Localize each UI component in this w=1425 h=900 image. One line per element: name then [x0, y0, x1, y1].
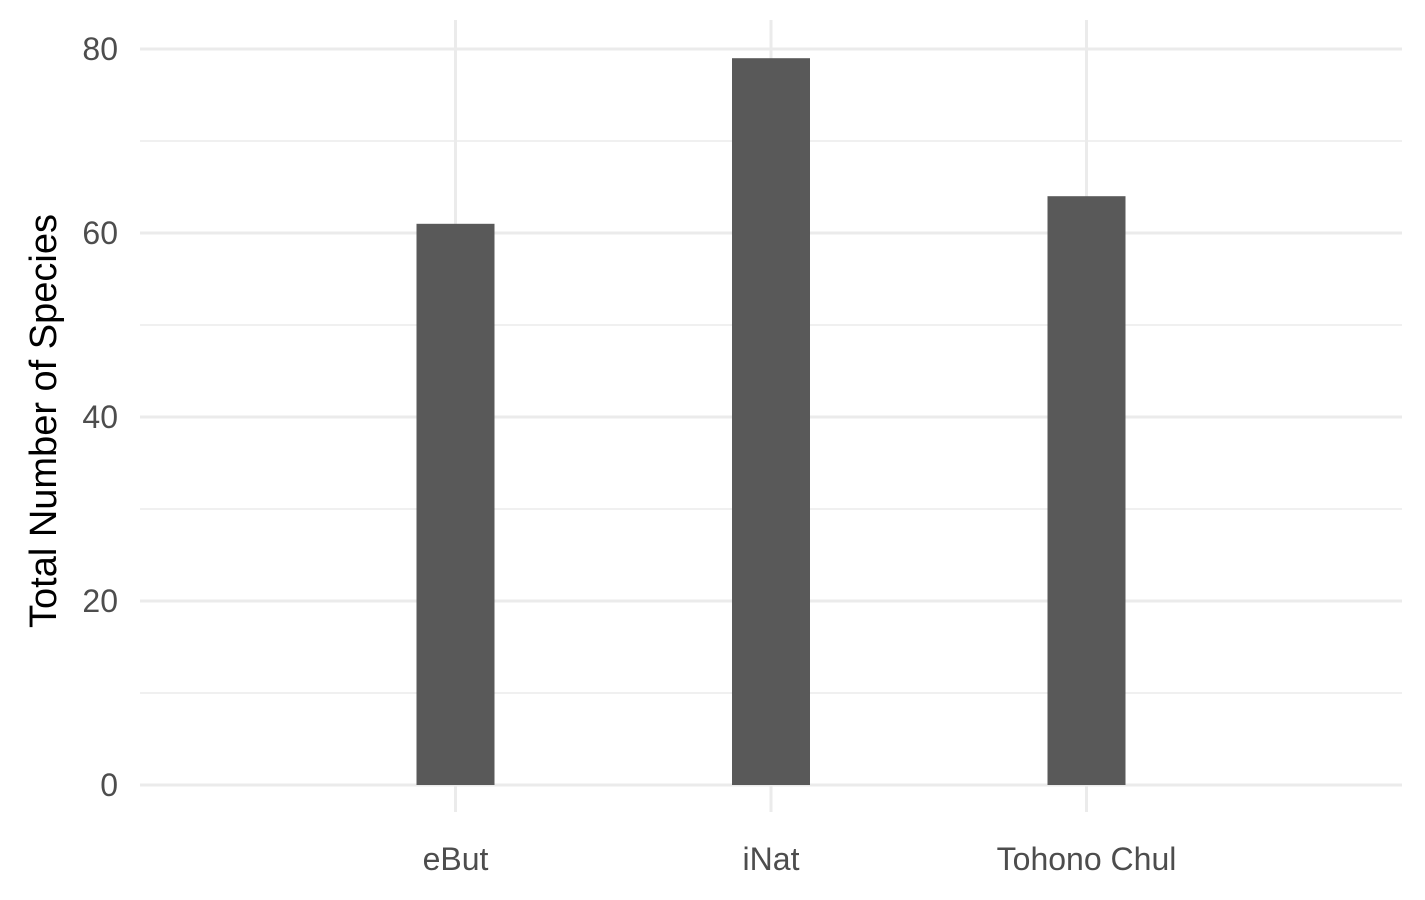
y-tick-label: 20 — [82, 583, 118, 619]
y-tick-label: 0 — [100, 767, 118, 803]
x-tick-label: eBut — [423, 841, 489, 877]
bar-inat — [732, 58, 810, 785]
bar-ebut — [416, 223, 495, 786]
x-tick-labels: eBut iNat Tohono Chul — [423, 841, 1177, 877]
x-tick-label: Tohono Chul — [997, 841, 1177, 877]
y-tick-label: 80 — [82, 31, 118, 67]
y-tick-label: 60 — [82, 215, 118, 251]
x-tick-label: iNat — [743, 841, 800, 877]
y-axis-title: Total Number of Species — [23, 214, 65, 628]
bars — [416, 58, 1126, 786]
bar-tohono-chul — [1047, 196, 1126, 785]
y-tick-label: 40 — [82, 399, 118, 435]
y-tick-labels: 0 20 40 60 80 — [82, 31, 118, 803]
